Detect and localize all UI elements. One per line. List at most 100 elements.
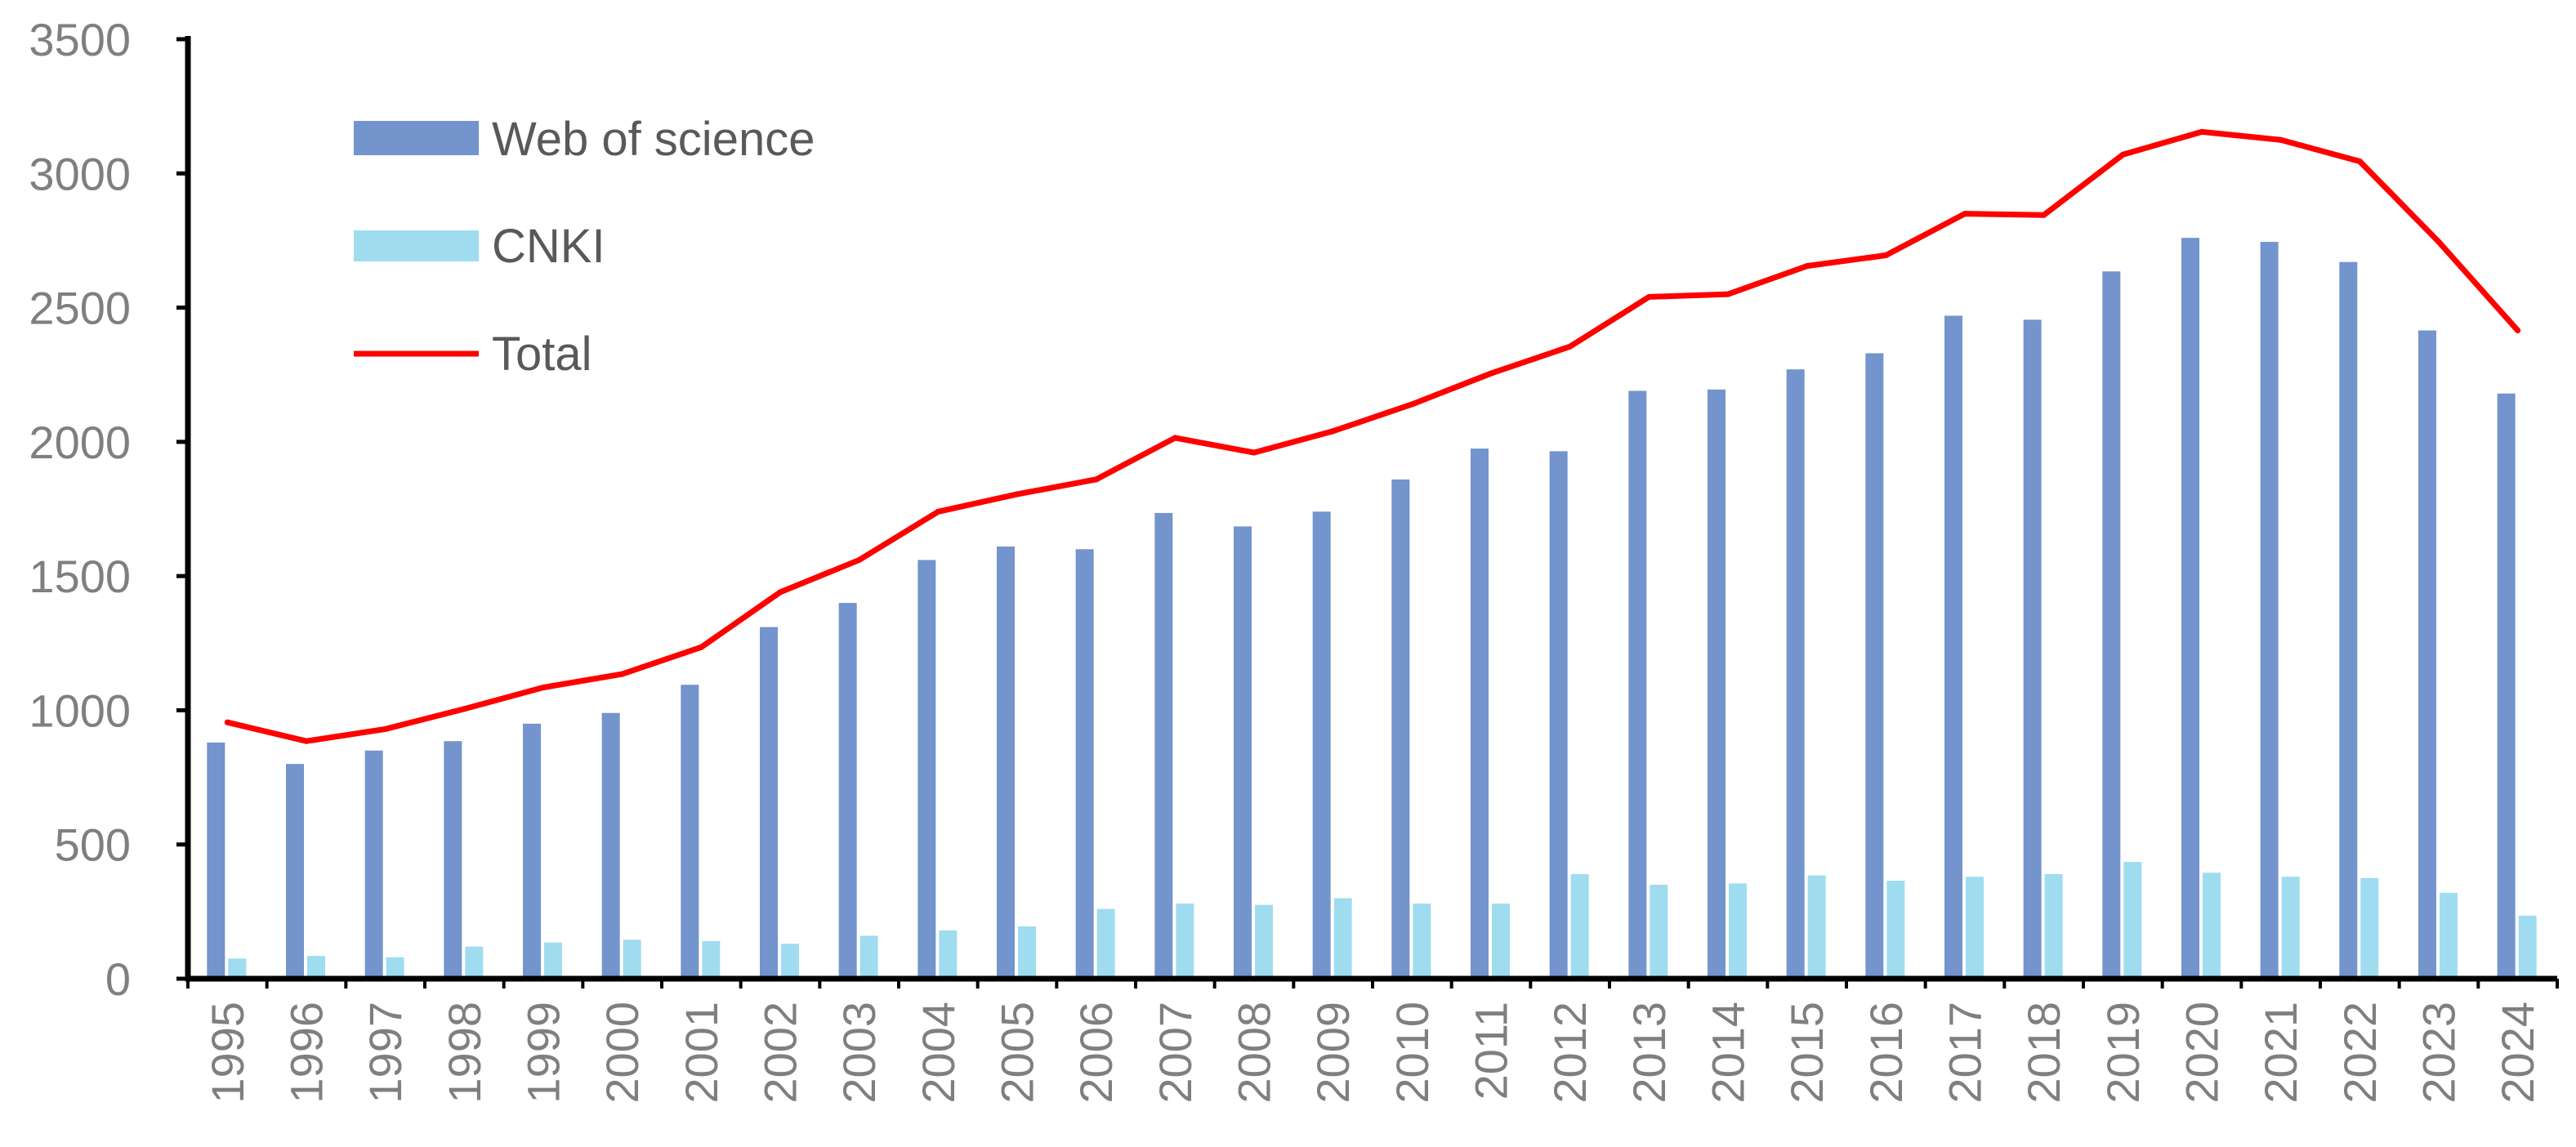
x-axis-ticks: 1995 1996 1997 1998 1999 2000 2001 2002 2003 2004… [186,979,2559,1104]
total-point-2012 [1567,343,1574,350]
axes [185,36,2557,982]
total-point-2010 [1409,401,1415,408]
bar-web-of-science-2008 [1234,526,1252,979]
bar-web-of-science-2019 [2102,271,2121,979]
bar-web-of-science-2006 [1075,549,1094,979]
bar-web-of-science-2021 [2260,242,2279,980]
total-point-1998 [461,706,467,712]
bar-series-group [207,238,2537,980]
legend: Web of science CNKI Total [354,113,815,381]
total-point-2016 [1882,252,1889,258]
bar-web-of-science-2001 [681,685,699,979]
bar-cnki-2000 [623,939,641,979]
total-point-2015 [1804,263,1810,270]
bar-web-of-science-2022 [2339,261,2358,979]
bar-web-of-science-1996 [286,764,304,979]
total-point-1997 [382,725,389,732]
x-tick-label-2020: 2020 [2176,1002,2228,1104]
legend-swatch-web-of-science [354,121,479,155]
bar-cnki-2015 [1807,875,1826,979]
x-tick-label-2018: 2018 [2018,1002,2069,1104]
total-point-2024 [2515,328,2521,333]
bar-cnki-2021 [2281,877,2300,979]
x-tick-label-1997: 1997 [359,1002,411,1104]
total-point-2023 [2435,239,2442,245]
bar-cnki-2023 [2440,892,2458,979]
bar-cnki-2009 [1333,898,1352,979]
total-point-2000 [619,671,626,677]
bar-cnki-2005 [1018,926,1036,979]
bar-cnki-2001 [702,941,721,979]
x-tick-label-2010: 2010 [1386,1002,1438,1104]
bar-web-of-science-2024 [2497,393,2516,979]
bar-web-of-science-2002 [760,627,778,979]
bar-web-of-science-1997 [364,750,383,979]
x-tick-label-2022: 2022 [2334,1002,2386,1104]
legend-label-total: Total [492,328,592,381]
total-point-2007 [1172,435,1178,441]
bar-web-of-science-1999 [523,723,541,979]
bar-web-of-science-2013 [1628,391,1647,979]
total-point-2004 [935,508,941,515]
bar-web-of-science-2009 [1312,511,1331,979]
x-tick-label-2017: 2017 [1940,1002,1991,1104]
y-axis-ticks: 0 500 1000 1500 2000 2500 3000 3500 [29,14,188,1005]
x-tick-label-2023: 2023 [2413,1002,2465,1104]
bar-web-of-science-2012 [1549,451,1568,979]
x-tick-label-1996: 1996 [281,1002,333,1104]
bar-web-of-science-2005 [997,547,1015,979]
bar-cnki-2003 [859,935,878,979]
bar-cnki-2008 [1255,904,1273,979]
x-tick-label-2014: 2014 [1703,1002,1754,1104]
total-point-1996 [303,738,310,744]
y-tick-label-1500: 1500 [29,551,131,602]
y-tick-label-500: 500 [55,819,131,871]
x-tick-label-2012: 2012 [1544,1002,1596,1104]
total-point-2009 [1330,428,1337,435]
bar-web-of-science-1998 [444,741,462,979]
bar-cnki-1999 [544,942,562,979]
bar-web-of-science-2000 [601,712,620,979]
bar-web-of-science-2010 [1391,479,1410,979]
bar-cnki-1995 [228,958,247,979]
bar-cnki-2007 [1176,904,1194,979]
x-tick-label-1999: 1999 [518,1002,569,1104]
total-point-2019 [2119,151,2126,158]
bar-web-of-science-2004 [917,560,936,979]
x-tick-label-2007: 2007 [1150,1002,1201,1104]
x-tick-label-2000: 2000 [596,1002,648,1104]
total-point-2013 [1645,293,1652,300]
legend-label-web-of-science: Web of science [492,113,815,166]
total-point-2005 [1014,491,1020,498]
total-point-2006 [1093,476,1100,483]
y-tick-label-2000: 2000 [29,417,131,468]
x-tick-label-2019: 2019 [2097,1002,2149,1104]
bar-cnki-2010 [1413,904,1431,979]
legend-label-cnki: CNKI [492,220,605,273]
bar-cnki-2018 [2044,873,2063,979]
bar-cnki-2004 [939,930,958,979]
total-point-1995 [224,719,230,725]
x-tick-label-2008: 2008 [1229,1002,1280,1104]
bar-web-of-science-2014 [1708,389,1726,979]
total-point-2003 [856,556,863,563]
x-tick-label-2004: 2004 [913,1002,964,1104]
bar-web-of-science-2011 [1471,449,1489,979]
x-tick-label-2001: 2001 [676,1002,727,1104]
bar-cnki-2006 [1096,908,1115,979]
bar-cnki-2002 [781,944,799,979]
x-tick-label-2002: 2002 [755,1002,806,1104]
x-tick-label-1995: 1995 [202,1002,253,1104]
line-series-group [224,128,2521,744]
x-tick-label-2011: 2011 [1466,1002,1517,1100]
y-tick-label-1000: 1000 [29,685,131,736]
bar-cnki-2024 [2518,915,2537,979]
bar-cnki-1996 [307,956,325,979]
bar-web-of-science-2003 [838,603,857,979]
y-tick-label-3000: 3000 [29,148,131,199]
bar-cnki-2017 [1966,877,1984,979]
bar-cnki-2019 [2123,862,2142,979]
x-tick-label-2006: 2006 [1070,1002,1122,1104]
bar-cnki-2020 [2203,873,2221,979]
